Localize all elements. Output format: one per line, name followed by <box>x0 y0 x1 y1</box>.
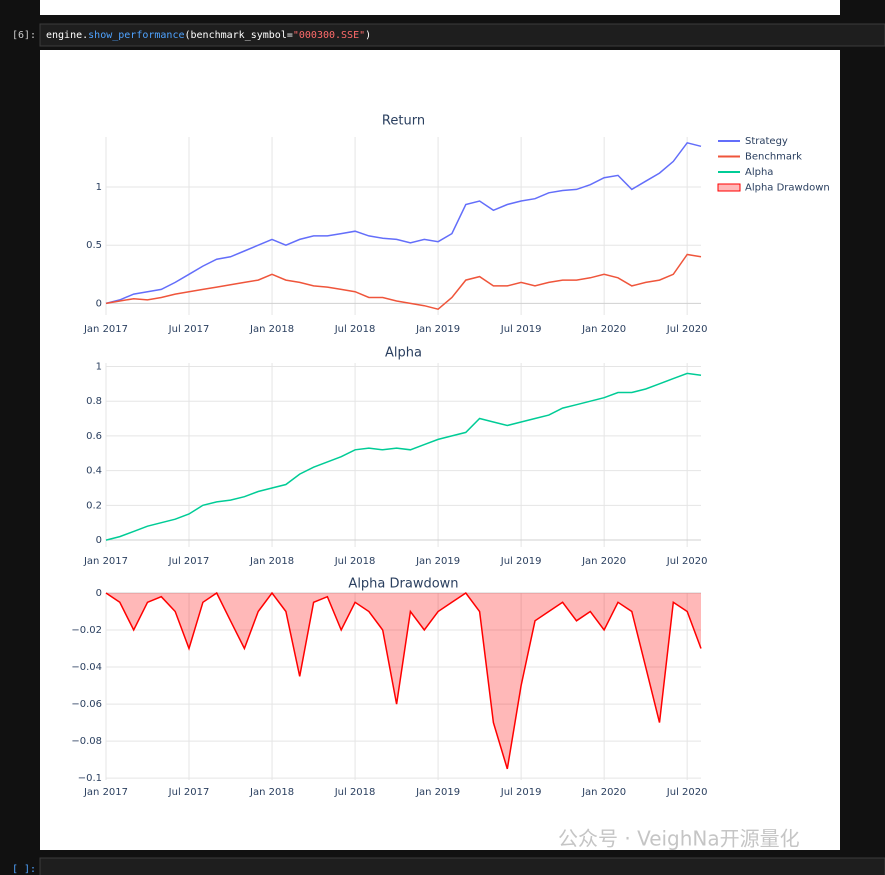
x-tick-label: Jul 2019 <box>500 787 542 798</box>
line <box>105 141 702 305</box>
x-tick-label: Jan 2020 <box>581 324 626 335</box>
y-tick-label: −0.04 <box>71 662 102 673</box>
code-cell[interactable] <box>39 23 885 47</box>
legend-swatch <box>717 183 741 192</box>
x-tick-label: Jul 2020 <box>666 556 708 567</box>
legend-label: Alpha Drawdown <box>745 183 830 194</box>
x-tick-label: Jul 2020 <box>666 787 708 798</box>
code-token: ) <box>365 30 371 41</box>
x-tick-label: Jul 2017 <box>168 556 210 567</box>
previous-output <box>40 0 840 15</box>
code-token: "000300.SSE" <box>293 30 365 41</box>
y-tick-label: −0.06 <box>71 699 102 710</box>
x-tick-label: Jan 2017 <box>83 556 128 567</box>
code-token: show_performance <box>88 30 184 41</box>
y-tick-label: −0.02 <box>71 625 102 636</box>
x-tick-label: Jul 2018 <box>334 787 376 798</box>
x-tick-label: Jan 2019 <box>415 787 460 798</box>
code-token: (benchmark_symbol= <box>184 30 292 41</box>
y-tick-label: 0 <box>96 298 102 309</box>
x-tick-label: Jan 2018 <box>249 556 294 567</box>
y-tick-label: 0.6 <box>86 431 102 442</box>
x-tick-label: Jul 2018 <box>334 324 376 335</box>
x-tick-label: Jan 2020 <box>581 787 626 798</box>
y-tick-label: 0.2 <box>86 500 102 511</box>
x-tick-label: Jul 2020 <box>666 324 708 335</box>
y-tick-label: 1 <box>96 361 102 372</box>
x-tick-label: Jul 2019 <box>500 556 542 567</box>
code-line: engine.show_performance(benchmark_symbol… <box>46 30 371 41</box>
chart-title: Return <box>382 114 425 129</box>
legend-label: Alpha <box>745 167 773 178</box>
y-tick-label: −0.08 <box>71 736 102 747</box>
x-tick-label: Jul 2018 <box>334 556 376 567</box>
x-tick-label: Jan 2018 <box>249 787 294 798</box>
cell-prompt: [6]: <box>12 30 36 41</box>
x-tick-label: Jan 2020 <box>581 556 626 567</box>
x-tick-label: Jan 2017 <box>83 324 128 335</box>
y-tick-label: 0.4 <box>86 466 102 477</box>
y-tick-label: 0.8 <box>86 396 102 407</box>
chart-title: Alpha Drawdown <box>348 577 458 592</box>
y-tick-label: −0.1 <box>78 773 102 784</box>
x-tick-label: Jan 2017 <box>83 787 128 798</box>
y-tick-label: 0 <box>96 535 102 546</box>
code-cell[interactable] <box>39 857 885 875</box>
output-area <box>40 50 840 850</box>
x-tick-label: Jan 2019 <box>415 556 460 567</box>
charts: Return Jan 2017 Jul 2017 Jan 2018 Jul 2018 Ja… <box>71 114 829 799</box>
watermark: 公众号 · VeighNa开源量化 <box>558 827 800 851</box>
cell-prompt: [ ]: <box>12 864 36 875</box>
y-tick-label: 1 <box>96 182 102 193</box>
y-tick-label: 0 <box>96 588 102 599</box>
y-tick-label: 0.5 <box>86 240 102 251</box>
x-tick-label: Jul 2017 <box>168 787 210 798</box>
x-tick-label: Jan 2019 <box>415 324 460 335</box>
code-token: engine. <box>46 30 88 41</box>
x-tick-label: Jul 2017 <box>168 324 210 335</box>
line <box>105 372 702 541</box>
x-tick-label: Jan 2018 <box>249 324 294 335</box>
chart-title: Alpha <box>385 346 422 361</box>
x-tick-label: Jul 2019 <box>500 324 542 335</box>
line <box>105 253 702 311</box>
line <box>105 591 702 770</box>
legend-label: Strategy <box>745 136 788 147</box>
area <box>106 593 701 769</box>
legend-label: Benchmark <box>745 152 802 163</box>
